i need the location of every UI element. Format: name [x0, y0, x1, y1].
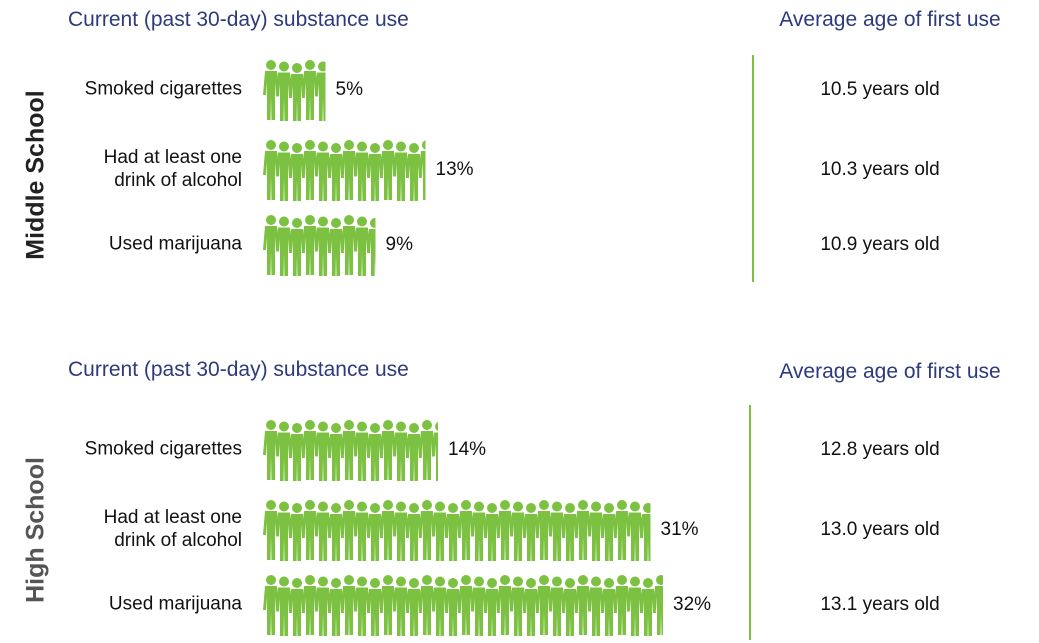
person-icon	[315, 62, 331, 122]
category-label: Smoked cigarettes	[84, 438, 242, 460]
section-title: Current (past 30-day) substance use	[68, 8, 409, 31]
age-label: 10.5 years old	[820, 79, 940, 100]
category-label: Used marijuana	[108, 233, 242, 255]
age-title: Average age of first use	[779, 8, 1001, 31]
value-label: 9%	[385, 234, 413, 255]
pictogram-bar	[263, 140, 435, 203]
person-icon	[653, 575, 669, 635]
value-label: 32%	[673, 594, 712, 615]
age-label: 12.8 years old	[820, 439, 940, 460]
value-label: 14%	[448, 439, 487, 460]
age-label: 10.9 years old	[820, 234, 940, 255]
value-label: 5%	[335, 79, 363, 100]
value-label: 31%	[660, 519, 699, 540]
category-label: Used marijuana	[108, 593, 242, 615]
person-icon	[640, 503, 656, 563]
pictogram-bar	[263, 420, 448, 483]
age-label: 13.1 years old	[820, 594, 940, 615]
person-icon	[367, 218, 383, 278]
person-icon	[432, 422, 448, 482]
value-label: 13%	[435, 159, 474, 180]
pictogram-bar	[263, 215, 383, 278]
section-title: Current (past 30-day) substance use	[68, 358, 409, 381]
pictogram-bar	[263, 575, 669, 638]
age-label: 10.3 years old	[820, 159, 940, 180]
category-label: Had at least one drink of alcohol	[103, 147, 242, 191]
person-icon	[419, 140, 435, 200]
age-label: 13.0 years old	[820, 519, 940, 540]
pictogram-bar	[263, 60, 331, 123]
section-label: High School	[21, 457, 50, 603]
category-label: Had at least one drink of alcohol	[103, 507, 242, 551]
category-label: Smoked cigarettes	[84, 78, 242, 100]
section-label: Middle School	[21, 90, 50, 260]
age-title: Average age of first use	[779, 360, 1001, 383]
pictogram-bar	[263, 500, 656, 563]
